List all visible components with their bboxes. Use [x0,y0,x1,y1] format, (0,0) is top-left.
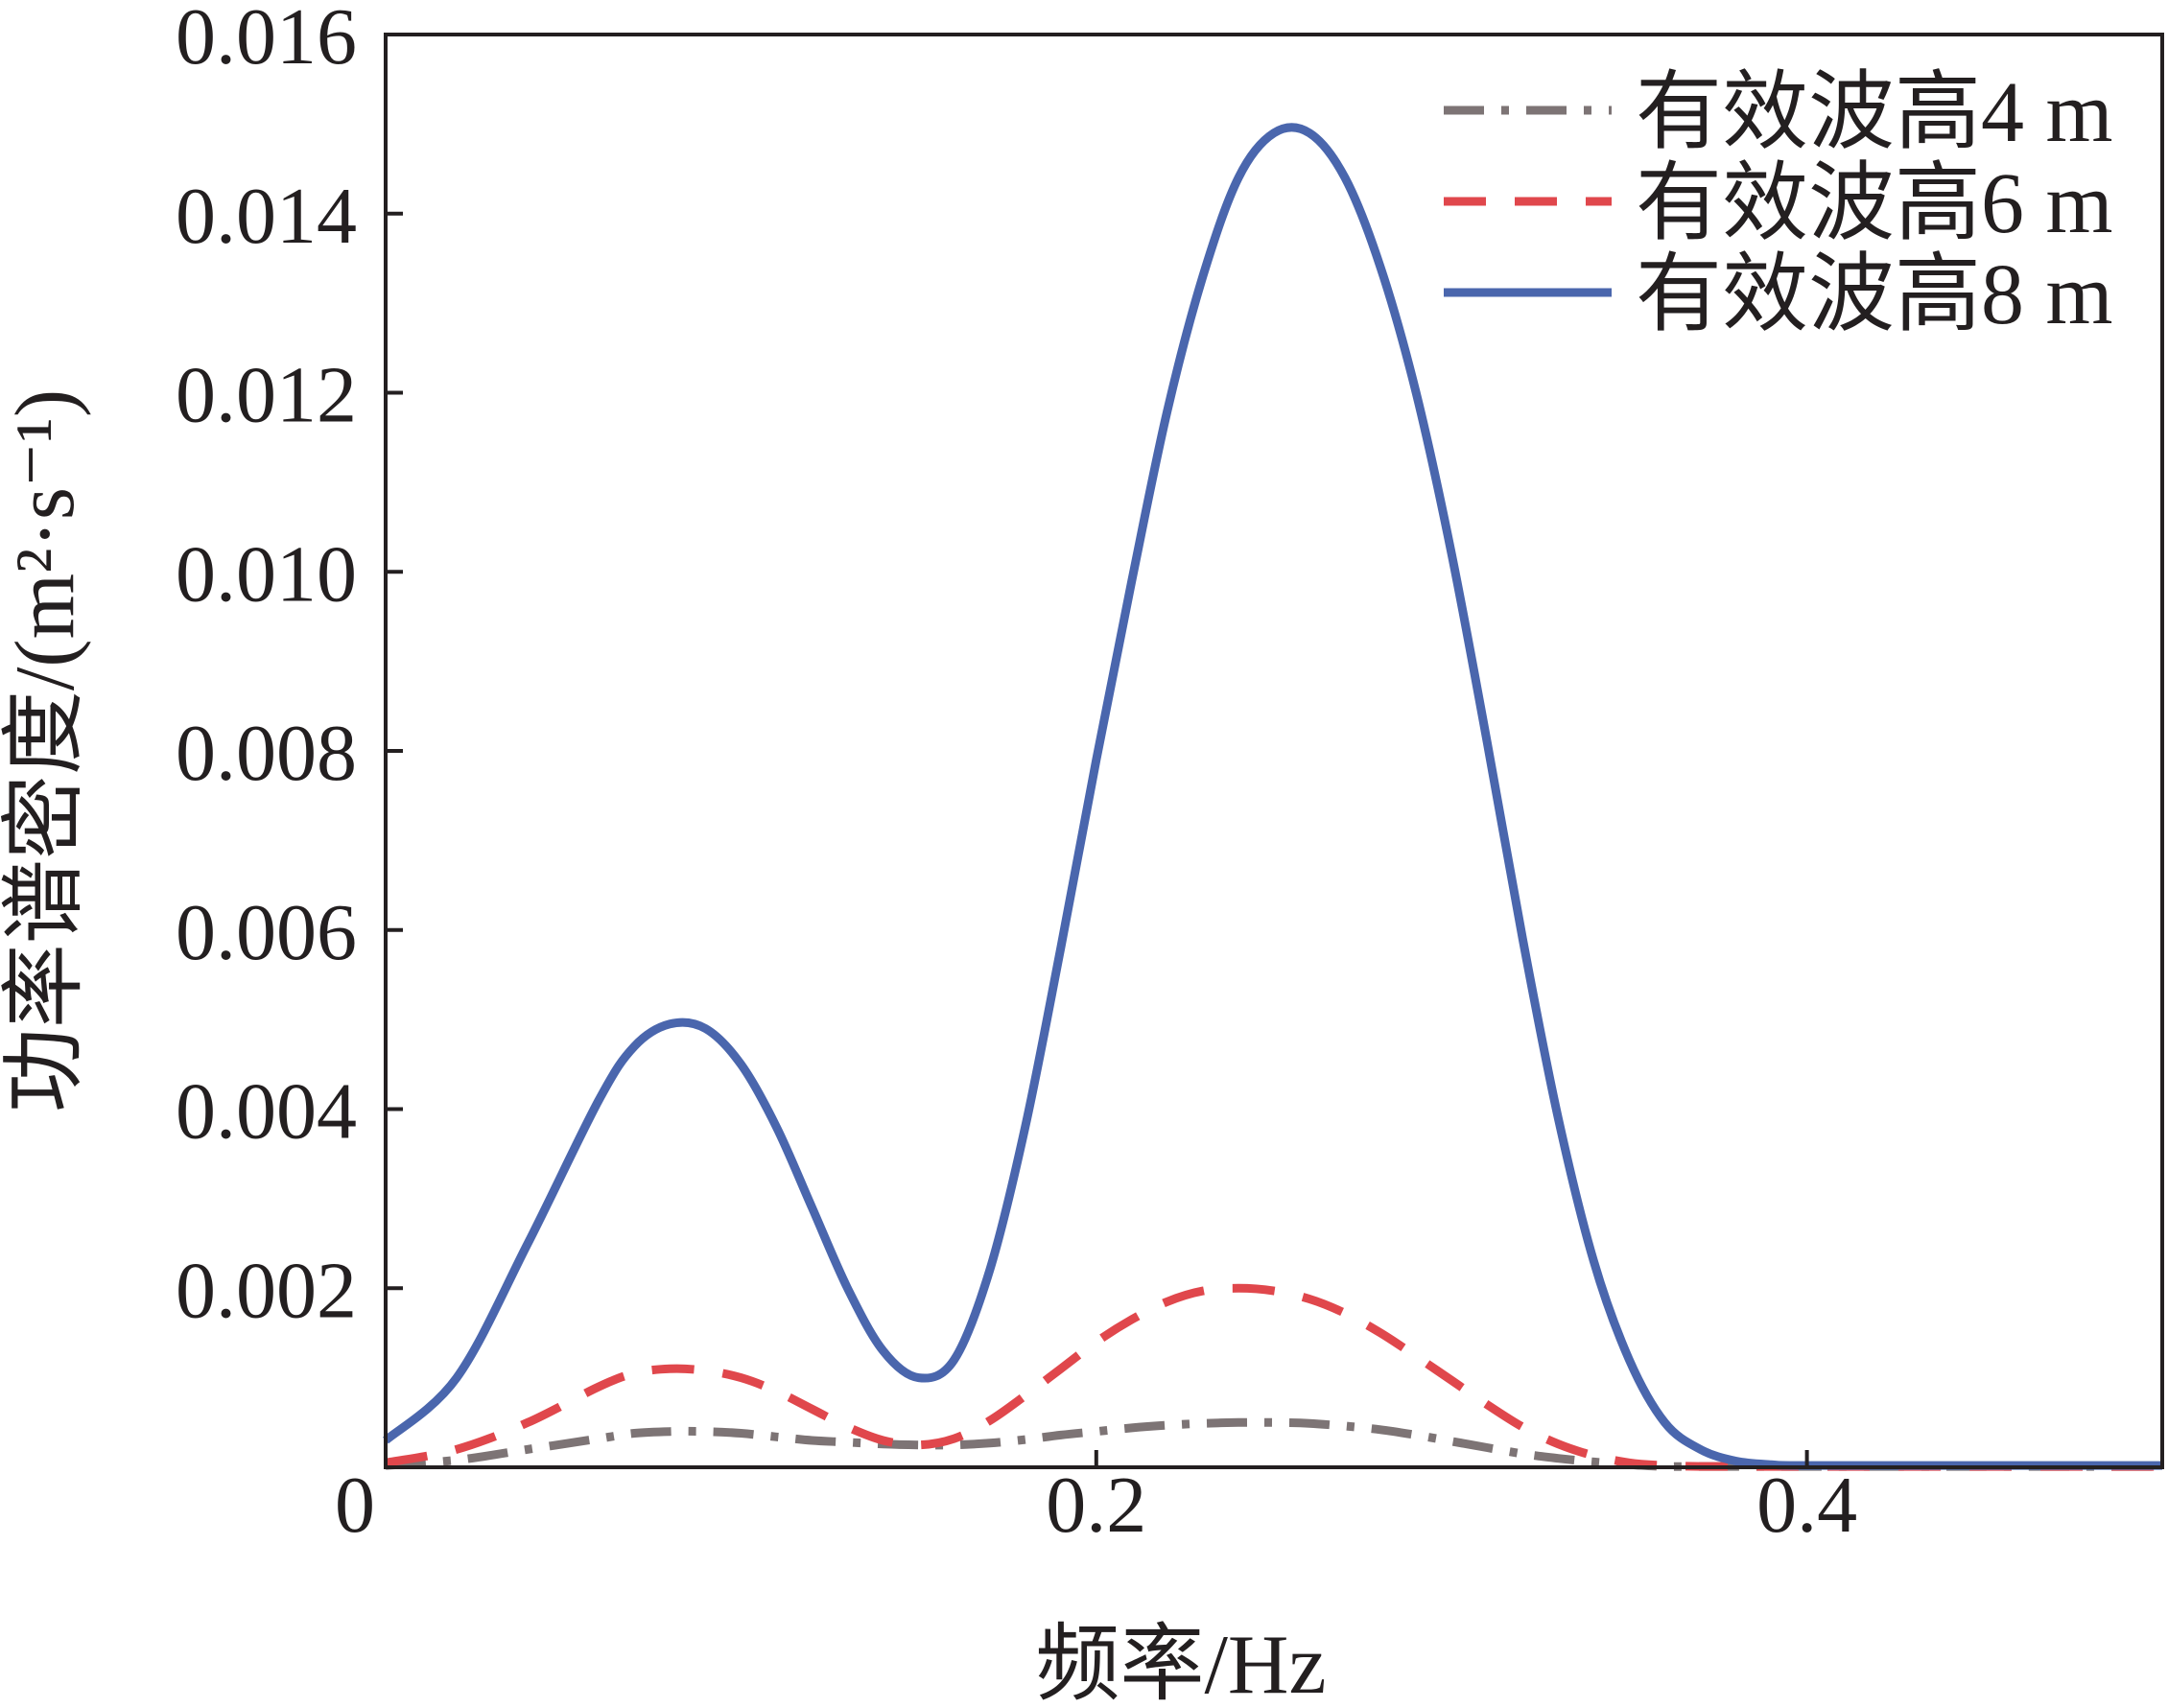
legend-label-2: 有效波高6 m [1636,156,2113,251]
x-tick-label: 0.2 [1046,1461,1146,1550]
y-tick-label: 0.002 [176,1246,357,1335]
series-line-3 [383,123,2162,1470]
y-tick-label: 0.004 [176,1067,357,1157]
series-line-2 [385,1283,2162,1471]
y-tick-label: 0.016 [176,0,357,82]
legend-label-1: 有效波高4 m [1636,65,2113,160]
y-axis-ticks: 0.002 0.004 0.006 0.008 0.010 0.012 0.014 0.016 [176,0,403,1335]
legend-label-3: 有效波高8 m [1636,247,2113,342]
y-tick-label: 0.014 [176,172,357,261]
x-axis-label: 频率/Hz [1035,1619,1326,1708]
y-axis-label: 功率谱密度/(m²·s⁻¹) [0,389,92,1112]
y-tick-label: 0.006 [176,888,357,977]
y-tick-label: 0.012 [176,351,357,440]
x-tick-label: 0.4 [1756,1461,1857,1550]
x-tick-label: 0 [335,1461,375,1550]
x-axis-ticks: 0 0.2 0.4 [335,1450,1857,1550]
y-tick-label: 0.010 [176,529,357,619]
y-tick-label: 0.008 [176,709,357,798]
